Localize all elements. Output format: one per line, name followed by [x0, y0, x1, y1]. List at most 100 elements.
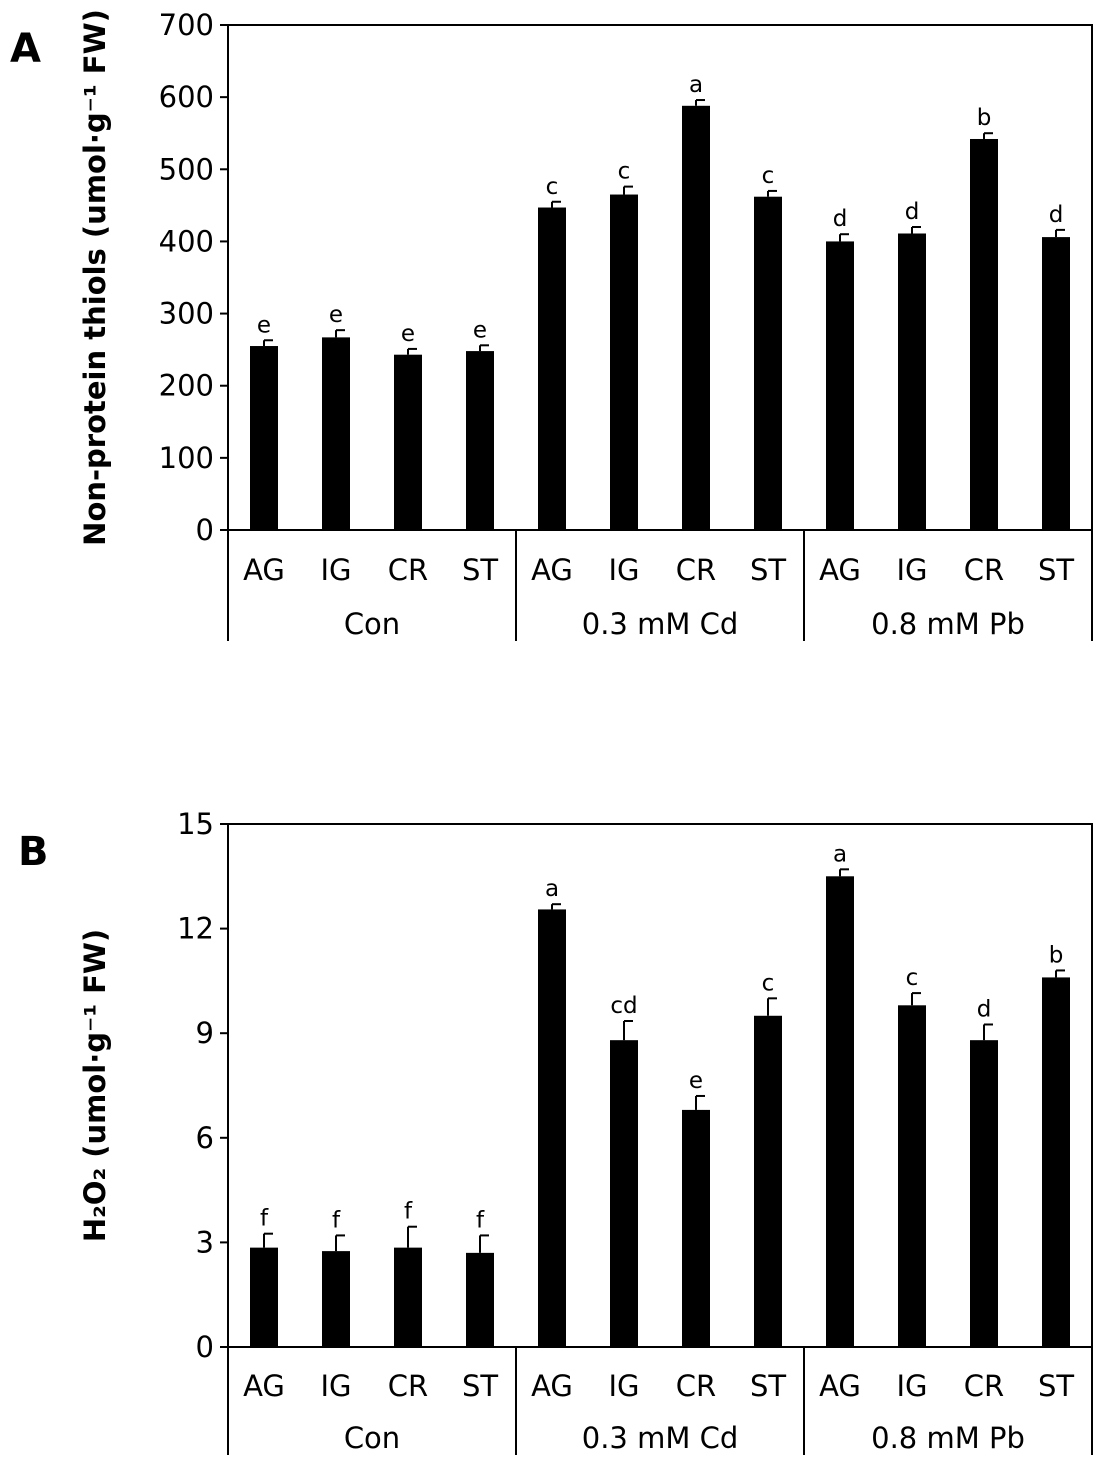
significance-label: d [977, 996, 992, 1022]
category-label: AG [819, 1369, 861, 1403]
bar [610, 1040, 638, 1347]
category-label: CR [676, 553, 716, 587]
y-tick-label: 400 [159, 224, 214, 258]
plot-frame [227, 24, 1093, 531]
significance-label: d [833, 206, 848, 232]
group-label: 0.8 mM Pb [871, 1421, 1025, 1455]
category-label: CR [964, 553, 1004, 587]
bar [682, 1109, 710, 1347]
significance-label: c [762, 970, 775, 996]
y-axis-label: Non-protein thiols (umol·g⁻¹ FW) [78, 9, 112, 546]
bar [754, 1015, 782, 1347]
significance-label: f [404, 1199, 413, 1225]
y-tick-label: 15 [177, 807, 214, 841]
bar [1042, 237, 1070, 530]
bar [466, 1252, 494, 1347]
significance-label: a [545, 876, 559, 902]
bar [394, 1247, 422, 1347]
bar [1042, 977, 1070, 1347]
category-label: AG [531, 553, 573, 587]
significance-label: d [905, 199, 920, 225]
bar [754, 196, 782, 530]
category-label: ST [1038, 1369, 1074, 1403]
category-label: CR [388, 1369, 428, 1403]
category-label: AG [243, 553, 285, 587]
category-label: ST [1038, 553, 1074, 587]
y-tick-label: 600 [159, 80, 214, 114]
category-label: IG [896, 553, 927, 587]
category-label: IG [320, 1369, 351, 1403]
y-tick-label: 700 [159, 8, 214, 42]
bar [898, 1005, 926, 1347]
significance-label: f [332, 1207, 341, 1233]
significance-label: a [833, 841, 847, 867]
significance-label: f [476, 1207, 485, 1233]
category-label: IG [320, 553, 351, 587]
significance-label: e [329, 302, 343, 328]
significance-label: a [689, 72, 703, 98]
category-label: IG [608, 1369, 639, 1403]
significance-label: e [401, 321, 415, 347]
category-label: CR [388, 553, 428, 587]
group-label: Con [344, 607, 400, 641]
bar [970, 138, 998, 530]
category-label: IG [896, 1369, 927, 1403]
y-tick-label: 300 [159, 297, 214, 331]
y-tick-label: 12 [177, 912, 214, 946]
category-label: ST [462, 1369, 498, 1403]
bar [682, 105, 710, 531]
panel-b-chart: B 0 3 6 9 12 15 H₂O₂ (umol·g⁻¹ FW) f AG f IG f CR f ST a… [18, 807, 1093, 1455]
category-label: IG [608, 553, 639, 587]
significance-label: e [257, 312, 271, 338]
y-tick-label: 200 [159, 369, 214, 403]
significance-label: b [977, 105, 992, 131]
significance-label: c [906, 965, 919, 991]
y-tick-label: 0 [196, 1330, 214, 1364]
y-tick-label: 500 [159, 152, 214, 186]
category-label: ST [462, 553, 498, 587]
group-label: Con [344, 1421, 400, 1455]
significance-label: c [546, 174, 559, 200]
y-tick-label: 9 [196, 1016, 214, 1050]
y-axis-label: H₂O₂ (umol·g⁻¹ FW) [78, 929, 112, 1242]
category-label: CR [676, 1369, 716, 1403]
bar [898, 233, 926, 530]
significance-label: b [1049, 942, 1064, 968]
significance-label: e [473, 317, 487, 343]
bar [394, 354, 422, 530]
bar [538, 207, 566, 530]
category-label: AG [243, 1369, 285, 1403]
bar [250, 1247, 278, 1347]
y-tick-label: 0 [196, 513, 214, 547]
y-tick-label: 3 [196, 1225, 214, 1259]
bar [826, 241, 854, 530]
bar [970, 1040, 998, 1347]
bar [250, 346, 278, 530]
panel-letter: B [18, 829, 49, 875]
bar [610, 194, 638, 531]
bar [466, 351, 494, 530]
significance-label: c [762, 163, 775, 189]
significance-label: cd [610, 993, 637, 1019]
category-label: ST [750, 1369, 786, 1403]
category-label: ST [750, 553, 786, 587]
group-label: 0.3 mM Cd [582, 1421, 738, 1455]
significance-label: c [618, 159, 631, 185]
category-label: CR [964, 1369, 1004, 1403]
y-tick-label: 100 [159, 441, 214, 475]
y-tick-label: 6 [196, 1121, 214, 1155]
bar [826, 876, 854, 1347]
bar [322, 1251, 350, 1347]
bar [538, 909, 566, 1347]
category-label: AG [531, 1369, 573, 1403]
significance-label: f [260, 1206, 269, 1232]
group-label: 0.3 mM Cd [582, 607, 738, 641]
plot-frame [227, 823, 1093, 1348]
significance-label: e [689, 1068, 703, 1094]
group-label: 0.8 mM Pb [871, 607, 1025, 641]
panel-a-chart: A 0 100 200 300 400 500 600 700 Non-protein thiol… [10, 8, 1093, 641]
panel-letter: A [10, 26, 41, 72]
significance-label: d [1049, 202, 1064, 228]
bar [322, 337, 350, 530]
